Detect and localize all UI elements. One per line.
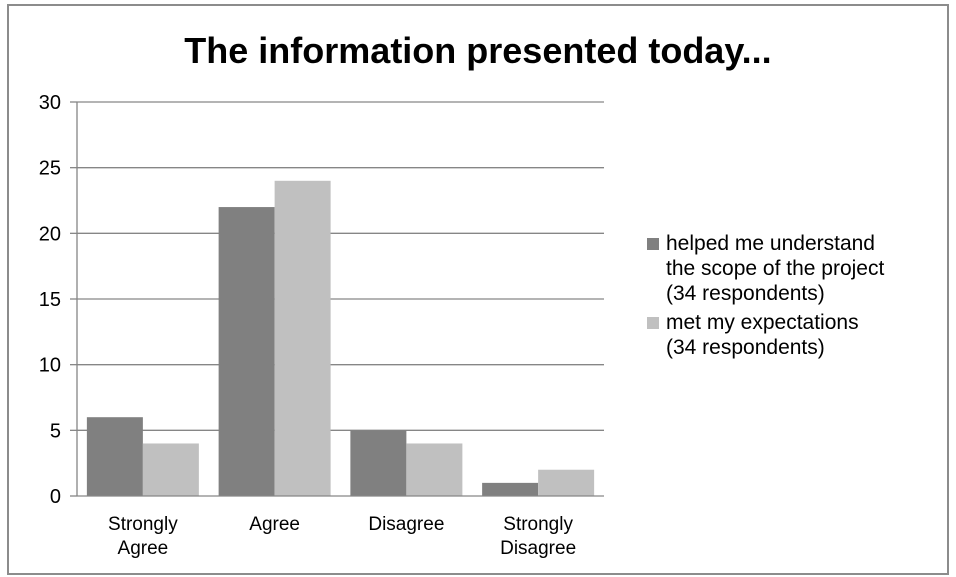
- axes: [70, 101, 604, 497]
- bar-series-2-1: [142, 443, 199, 496]
- bar-series-1-3: [350, 430, 407, 496]
- bar-series-1-2: [218, 207, 275, 497]
- legend-label-series-2: met my expectations (34 respondents): [666, 311, 859, 359]
- bar-series-2-2: [274, 180, 331, 497]
- grid-lines: [77, 101, 604, 431]
- legend-item-series-2: met my expectations (34 respondents): [647, 310, 884, 360]
- y-tick-label-30: 30: [39, 92, 61, 114]
- x-tick-label-2: Agree: [249, 514, 300, 535]
- bar-series-2-4: [538, 469, 595, 496]
- y-tick-label-15: 15: [39, 289, 61, 311]
- y-tick-label-10: 10: [39, 355, 61, 377]
- x-tick-label-1: Strongly Agree: [108, 514, 178, 559]
- bar-series-1-4: [482, 482, 539, 496]
- chart-title: The information presented today...: [184, 30, 772, 71]
- bar-series-2-3: [406, 443, 463, 496]
- y-tick-label-20: 20: [39, 223, 61, 245]
- tick-labels: 0 5 10 15 20 25 30 Strongly Agree Agree Disagree St…: [39, 92, 576, 559]
- x-tick-label-4: Strongly Disagree: [500, 514, 576, 559]
- legend-swatch-series-1: [647, 238, 659, 250]
- legend-item-series-1: helped me understand the scope of the pr…: [647, 231, 884, 306]
- bar-series-1-1: [86, 417, 143, 496]
- y-tick-label-0: 0: [50, 486, 61, 508]
- legend: helped me understand the scope of the pr…: [647, 231, 884, 364]
- bars: [86, 180, 595, 497]
- y-tick-label-25: 25: [39, 158, 61, 180]
- legend-swatch-series-2: [647, 317, 659, 329]
- legend-label-series-1: helped me understand the scope of the pr…: [666, 232, 885, 305]
- y-tick-label-5: 5: [50, 420, 61, 442]
- x-tick-label-3: Disagree: [368, 514, 444, 535]
